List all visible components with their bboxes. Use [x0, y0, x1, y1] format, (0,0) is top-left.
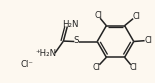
Text: Cl: Cl [93, 63, 101, 72]
Text: Cl: Cl [129, 63, 137, 72]
Text: ⁺H₂N: ⁺H₂N [36, 49, 57, 58]
Text: H₂N: H₂N [62, 20, 79, 29]
Text: Cl: Cl [132, 12, 140, 21]
Text: S: S [74, 36, 79, 45]
Text: Cl: Cl [144, 36, 152, 45]
Text: Cl⁻: Cl⁻ [21, 60, 34, 69]
Text: Cl: Cl [94, 11, 102, 20]
